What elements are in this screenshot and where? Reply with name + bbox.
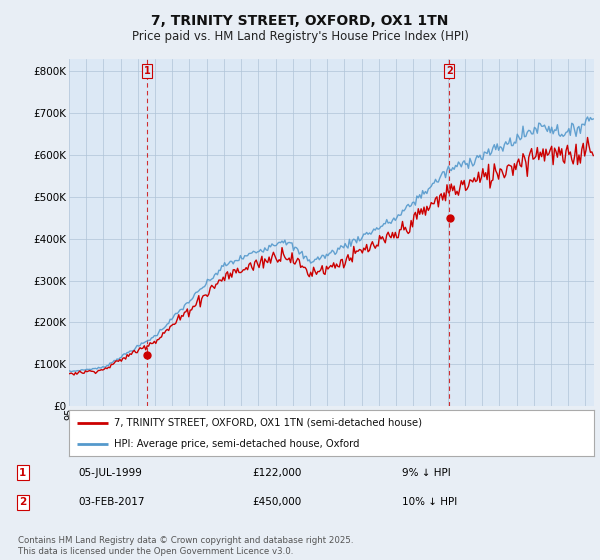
Text: HPI: Average price, semi-detached house, Oxford: HPI: Average price, semi-detached house,…: [113, 438, 359, 449]
Text: 9% ↓ HPI: 9% ↓ HPI: [402, 468, 451, 478]
Text: 03-FEB-2017: 03-FEB-2017: [78, 497, 145, 507]
Text: 1: 1: [144, 66, 151, 76]
Text: 7, TRINITY STREET, OXFORD, OX1 1TN: 7, TRINITY STREET, OXFORD, OX1 1TN: [151, 14, 449, 28]
Text: Price paid vs. HM Land Registry's House Price Index (HPI): Price paid vs. HM Land Registry's House …: [131, 30, 469, 43]
Text: Contains HM Land Registry data © Crown copyright and database right 2025.
This d: Contains HM Land Registry data © Crown c…: [18, 536, 353, 556]
Text: 05-JUL-1999: 05-JUL-1999: [78, 468, 142, 478]
Text: 2: 2: [446, 66, 452, 76]
Text: £450,000: £450,000: [252, 497, 301, 507]
Text: 2: 2: [19, 497, 26, 507]
Text: 7, TRINITY STREET, OXFORD, OX1 1TN (semi-detached house): 7, TRINITY STREET, OXFORD, OX1 1TN (semi…: [113, 418, 422, 428]
Text: 10% ↓ HPI: 10% ↓ HPI: [402, 497, 457, 507]
Text: 1: 1: [19, 468, 26, 478]
Text: £122,000: £122,000: [252, 468, 301, 478]
